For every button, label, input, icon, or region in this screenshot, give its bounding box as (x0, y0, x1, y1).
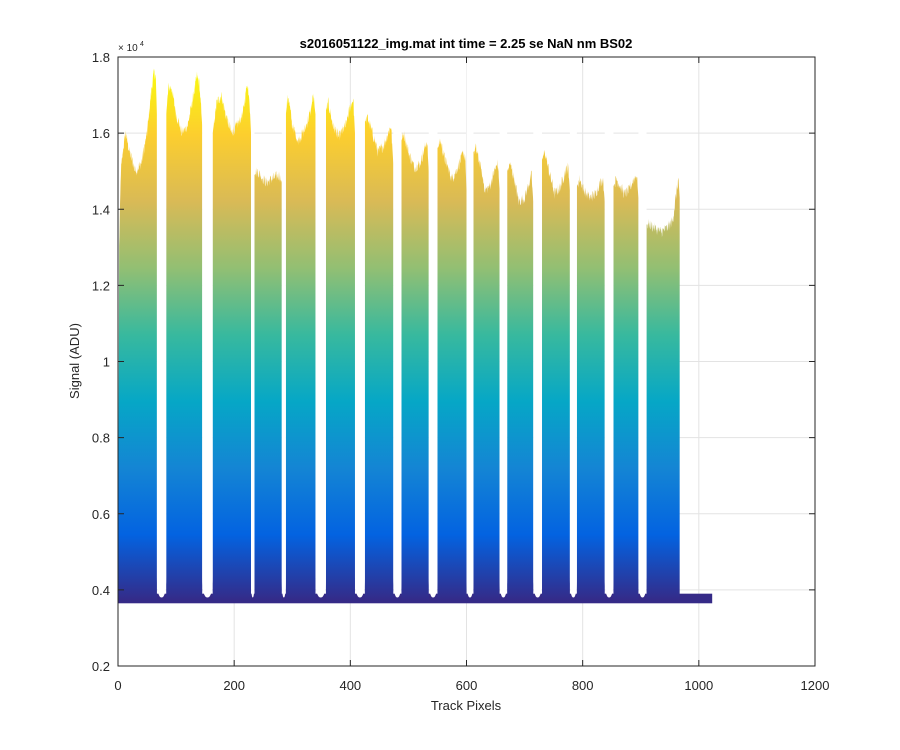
y-tick-label: 0.2 (92, 659, 110, 674)
x-tick-label: 600 (456, 678, 478, 693)
x-tick-label: 800 (572, 678, 594, 693)
segment-gap (428, 59, 438, 598)
segment-gap (281, 59, 286, 598)
y-tick-labels: 0.2 0.4 0.6 0.8 1 1.2 1.4 1.6 1.8 (92, 50, 110, 674)
signal-segment (166, 71, 203, 603)
signal-segment (212, 85, 252, 603)
x-axis-label: Track Pixels (431, 698, 502, 713)
signal-segment (325, 96, 355, 603)
y-tick-label: 0.6 (92, 507, 110, 522)
segment-gap (569, 59, 577, 598)
segment-gap (604, 59, 614, 598)
data-layer (118, 59, 713, 604)
signal-segment (437, 138, 467, 603)
segment-gap (156, 59, 167, 598)
segment-gap (251, 59, 255, 598)
y-tick-label: 0.4 (92, 583, 110, 598)
segment-gap (354, 59, 365, 598)
y-tick-label: 1 (103, 355, 110, 370)
y-axis-label: Signal (ADU) (67, 323, 82, 399)
chart-title: s2016051122_img.mat int time = 2.25 se N… (300, 36, 633, 51)
signal-segment (118, 68, 157, 603)
x-tick-label: 0 (114, 678, 121, 693)
y-exponent-power: 4 (140, 41, 144, 48)
y-tick-label: 1.6 (92, 126, 110, 141)
segment-gap (202, 59, 213, 598)
y-tick-label: 1.2 (92, 278, 110, 293)
signal-segment (542, 149, 570, 603)
ticks (117, 56, 816, 667)
signal-segment (254, 167, 282, 603)
segment-gap (499, 59, 508, 598)
y-tick-label: 1.4 (92, 202, 110, 217)
segment-gap (638, 59, 647, 598)
signal-segment (576, 174, 605, 603)
x-tick-label: 1200 (801, 678, 830, 693)
segment-gap (393, 59, 402, 598)
x-tick-label: 400 (339, 678, 361, 693)
segment-gap (533, 59, 543, 598)
signal-segment (473, 143, 500, 603)
segment-gap (315, 59, 326, 598)
signal-segment (613, 175, 639, 603)
signal-segment (401, 130, 429, 603)
x-tick-labels: 0 200 400 600 800 1000 1200 (114, 678, 829, 693)
y-tick-label: 0.8 (92, 431, 110, 446)
signal-segment (285, 93, 316, 603)
y-exponent-base: × 10 (118, 43, 138, 54)
segment-gap (466, 59, 474, 598)
signal-segment (646, 177, 680, 603)
x-tick-label: 1000 (684, 678, 713, 693)
signal-segment (364, 113, 394, 603)
y-tick-label: 1.8 (92, 50, 110, 65)
signal-segment (507, 162, 534, 603)
x-tick-label: 200 (223, 678, 245, 693)
